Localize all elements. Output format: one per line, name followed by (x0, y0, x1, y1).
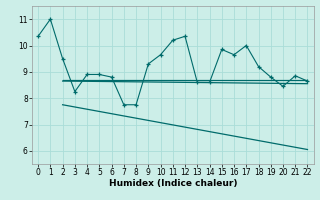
X-axis label: Humidex (Indice chaleur): Humidex (Indice chaleur) (108, 179, 237, 188)
